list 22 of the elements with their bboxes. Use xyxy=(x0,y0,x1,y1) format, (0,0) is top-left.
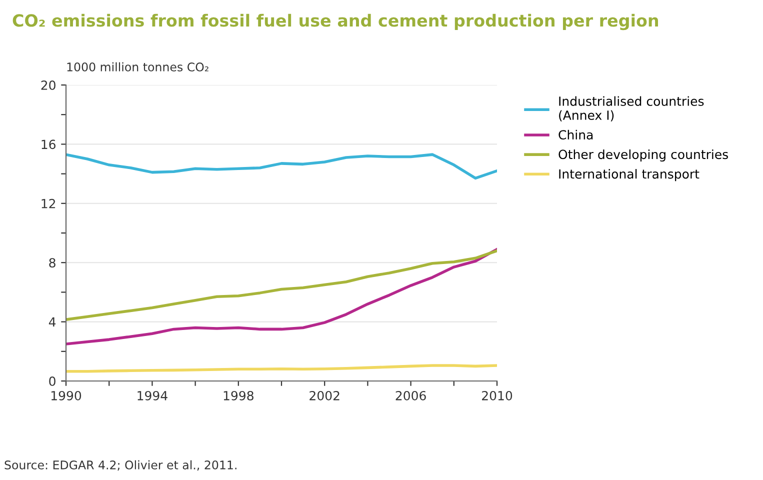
source-note: Source: EDGAR 4.2; Olivier et al., 2011. xyxy=(4,460,236,471)
legend-label: China xyxy=(558,130,593,140)
y-tick-label: 0 xyxy=(49,376,56,386)
y-tick-label: 12 xyxy=(42,198,56,208)
line-series xyxy=(66,249,497,321)
chart-title: CO₂ emissions from fossil fuel use and cement production per region xyxy=(12,14,658,30)
line-series xyxy=(66,153,497,180)
line-series xyxy=(66,248,497,346)
y-tick-label: 20 xyxy=(41,80,56,90)
x-tick-label: 1994 xyxy=(138,390,168,400)
legend-label: International transport xyxy=(559,169,700,182)
x-tick-label: 2002 xyxy=(310,390,340,400)
y-tick-label: 4 xyxy=(48,317,56,327)
x-tick-label: 2010 xyxy=(482,390,512,400)
x-tick-label: 1998 xyxy=(224,390,254,400)
x-tick-label: 1990 xyxy=(51,390,82,400)
legend-label: Other developing countries xyxy=(558,149,728,162)
y-tick-label: 8 xyxy=(49,258,56,268)
legend-label: Industrialised countries (Annex I) xyxy=(559,96,704,122)
x-tick-label: 2006 xyxy=(396,390,426,400)
y-axis-title: 1000 million tonnes CO₂ xyxy=(67,62,208,72)
y-tick-label: 16 xyxy=(42,140,56,150)
